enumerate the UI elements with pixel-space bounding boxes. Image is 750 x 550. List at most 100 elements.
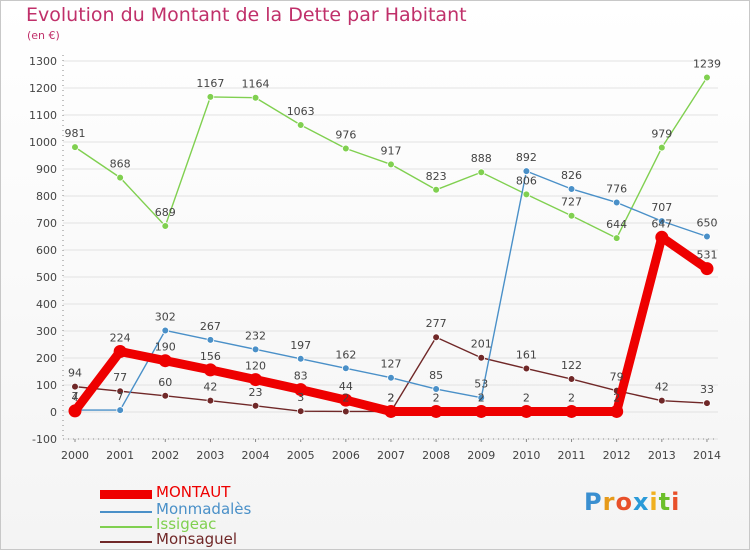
x-tick-label: 2005 — [287, 449, 315, 462]
data-label: 4 — [72, 391, 79, 404]
data-point — [432, 185, 440, 194]
x-tick-label: 2004 — [242, 449, 270, 462]
data-point — [565, 404, 579, 418]
x-tick-label: 2003 — [196, 449, 224, 462]
data-label: 2 — [342, 391, 349, 404]
y-tick-label: 800 — [36, 190, 57, 203]
gridlines — [63, 60, 718, 440]
proxiti-logo: Proxiti — [584, 488, 680, 516]
logo-letter: o — [615, 488, 633, 516]
data-point — [206, 336, 215, 344]
data-label: 917 — [380, 144, 401, 157]
data-point — [296, 121, 305, 129]
data-point — [703, 232, 711, 241]
data-label: 85 — [429, 369, 443, 382]
y-tick-label: 100 — [36, 379, 57, 392]
logo-letter: r — [602, 488, 616, 516]
y-tick-label: 1000 — [29, 136, 57, 149]
data-point — [610, 404, 624, 418]
data-label: 2 — [523, 391, 530, 404]
y-tick-label: 1100 — [29, 109, 57, 122]
y-tick-label: 1200 — [29, 82, 57, 95]
data-label: 302 — [155, 310, 176, 323]
data-label: 201 — [471, 338, 492, 351]
data-label: 162 — [335, 348, 356, 361]
data-point — [655, 230, 669, 244]
legend-label-monmadales: Monmadalès — [156, 500, 252, 518]
data-point — [161, 222, 170, 230]
data-label: 868 — [110, 158, 131, 171]
data-label: 127 — [380, 358, 401, 371]
data-point — [429, 404, 443, 418]
data-point — [113, 345, 127, 359]
y-tick-label: 500 — [36, 271, 57, 284]
x-tick-label: 2002 — [151, 449, 179, 462]
data-label: 644 — [606, 218, 627, 231]
data-point — [522, 190, 531, 199]
data-label: 707 — [651, 201, 672, 214]
data-point — [158, 354, 172, 368]
data-point — [116, 173, 124, 182]
data-label: 689 — [155, 206, 176, 219]
data-point — [658, 143, 666, 152]
data-point — [477, 168, 486, 177]
data-point — [703, 73, 711, 82]
data-point — [68, 404, 82, 418]
data-label: 3 — [297, 391, 304, 404]
data-label: 94 — [68, 367, 82, 380]
y-tick-label: 1300 — [29, 55, 57, 68]
data-label: 776 — [606, 182, 627, 195]
data-label: 727 — [561, 196, 582, 209]
data-label: 1239 — [693, 57, 721, 70]
data-label: 647 — [651, 217, 672, 230]
data-label: 650 — [696, 217, 717, 230]
logo-letter: i — [649, 488, 659, 516]
data-point — [612, 198, 621, 207]
data-point — [567, 375, 576, 383]
data-point — [519, 404, 533, 418]
x-tick-label: 2011 — [558, 449, 586, 462]
data-point — [342, 144, 350, 153]
data-point — [703, 399, 711, 407]
data-point — [339, 393, 353, 407]
data-point — [296, 355, 305, 363]
legend-swatch-issigeac — [100, 526, 152, 528]
data-label: 42 — [203, 381, 217, 394]
data-label: 888 — [471, 152, 492, 165]
x-tick-label: 2007 — [377, 449, 405, 462]
data-point — [251, 345, 260, 354]
data-point — [342, 407, 350, 416]
data-label: 33 — [700, 383, 714, 396]
data-label: 77 — [113, 371, 127, 384]
data-point — [522, 167, 531, 175]
data-label: 2 — [387, 391, 394, 404]
data-point — [522, 364, 531, 373]
data-label: 224 — [110, 332, 131, 345]
legend-swatch-monmadales — [100, 511, 152, 513]
data-point — [387, 373, 395, 382]
data-label: 197 — [290, 339, 311, 352]
x-tick-label: 2006 — [332, 449, 360, 462]
x-tick-label: 2000 — [61, 449, 89, 462]
data-label: 2 — [568, 391, 575, 404]
logo-letter: P — [584, 488, 603, 516]
x-tick-label: 2010 — [512, 449, 540, 462]
x-tick-label: 2001 — [106, 449, 134, 462]
data-point — [206, 93, 215, 101]
data-point — [161, 326, 170, 335]
data-point — [251, 401, 260, 410]
y-tick-label: 900 — [36, 163, 57, 176]
legend-swatch-montaut — [100, 490, 152, 499]
data-point — [384, 404, 398, 418]
axes: -100 0 100 200 300 400 500 600 700 800 900 1000 1100… — [29, 55, 721, 462]
x-tick-label: 2009 — [467, 449, 495, 462]
data-label: 60 — [158, 376, 172, 389]
y-tick-label: 400 — [36, 298, 57, 311]
data-label: 83 — [294, 370, 308, 383]
data-label: 976 — [335, 128, 356, 141]
data-point — [432, 385, 440, 393]
data-label: 53 — [474, 378, 488, 391]
data-point — [116, 387, 124, 396]
